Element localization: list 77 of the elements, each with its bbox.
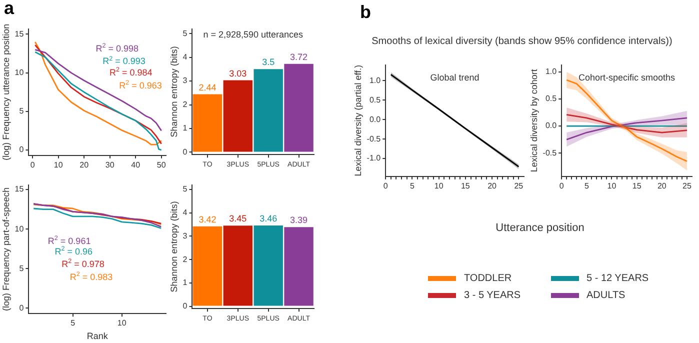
bar [254,69,283,152]
data-label: 3.45 [229,214,247,224]
y-tick-label: 15 [14,29,24,38]
y-tick-label: 4 [182,208,188,218]
text: a [4,0,14,19]
x-axis-title: Rank [86,331,108,342]
y-axis-title: Lexical diversity (partial eff.) [352,64,363,176]
x-tick-label: 30 [105,160,115,170]
y-axis-title: Shannon entropy (bits) [168,46,179,138]
x-tick-label: 10 [434,181,444,190]
annotation: n = 2,928,590 utterances [203,30,304,40]
x-tick-label: 40 [131,160,141,170]
y-tick-label: 0 [19,303,24,312]
text: b [360,2,371,23]
data-label: 3.03 [229,68,247,78]
x-tick-label: 10 [54,160,64,170]
y-axis-title: Shannon entropy (bits) [168,201,179,292]
y-tick-label: 1 [182,278,188,288]
y-tick-label: 4 [182,52,188,62]
y-tick-label: 0.0 [369,114,382,124]
y-tick-label: 0 [19,145,24,154]
data-label: 3.46 [260,213,278,224]
y-tick-label: 10 [14,224,24,234]
x-tick-label: 20 [657,181,667,190]
legend-label: 3 - 5 YEARS [464,290,521,301]
x-tick-label: 15 [632,181,642,190]
y-tick-label: -0.5 [542,148,558,158]
y-tick-label: 1.0 [369,76,382,85]
y-tick-label: 1.0 [545,67,558,76]
legend-label: TODDLER [464,273,512,284]
data-label: 3.5 [262,57,275,68]
y-tick-label: 5 [19,106,24,116]
x-tick-label: 25 [682,181,692,190]
y-axis-title: (log) Frequency part-of-speech [0,187,11,311]
y-tick-label: 2 [182,100,188,109]
bar [192,94,222,152]
legend-label: 5 - 12 YEARS [586,273,649,284]
x-tick-label: 50 [156,160,166,170]
y-tick-label: 3 [182,231,188,240]
y-tick-label: 3 [182,76,188,86]
x-tick-label: 15 [460,181,470,190]
y-tick-label: 10 [14,68,24,78]
x-axis-title: Utterance position [494,222,586,234]
x-tick-label: 0 [30,160,36,170]
x-tick-label: 5 [584,181,590,190]
y-tick-label: 5 [182,28,188,38]
x-tick-label: 5 [70,318,76,328]
x-tick-label: 0 [559,181,564,190]
x-tick-label: 20 [488,181,498,190]
y-axis-title: (log) Frequency utterance position [0,24,11,160]
data-label: 2.44 [198,82,216,92]
y-tick-label: 2 [182,254,188,264]
y-tick-label: 0 [182,147,188,156]
legend-label: ADULTS [586,290,626,301]
y-axis-title: Lexical diversity by cohort [528,68,539,172]
x-tick-label: 20 [80,160,90,170]
x-tick-label: 0 [383,181,388,190]
chart-title: Smooths of lexical diversity (bands show 95% confidence intervals)) [370,36,674,47]
data-label: 3.72 [290,52,308,62]
x-tick-label: 25 [514,181,524,190]
y-tick-label: 5 [19,264,24,273]
bar [284,64,314,152]
data-label: 3.42 [198,214,216,224]
data-label: 3.39 [290,215,308,226]
y-tick-label: -1.0 [366,154,382,163]
annotation: Cohort-specific smooths [578,72,676,83]
y-tick-label: 1 [182,124,188,133]
y-tick-label: 0.5 [545,94,558,104]
y-tick-label: 0 [182,301,188,310]
y-tick-label: 0.5 [369,95,382,104]
annotation: Global trend [430,72,480,83]
x-tick-label: 5 [410,181,415,190]
x-tick-label: 10 [117,318,127,328]
bar [223,80,253,152]
y-tick-label: 0.0 [545,121,558,130]
y-tick-label: -0.5 [366,134,382,144]
x-tick-label: 10 [607,181,617,190]
